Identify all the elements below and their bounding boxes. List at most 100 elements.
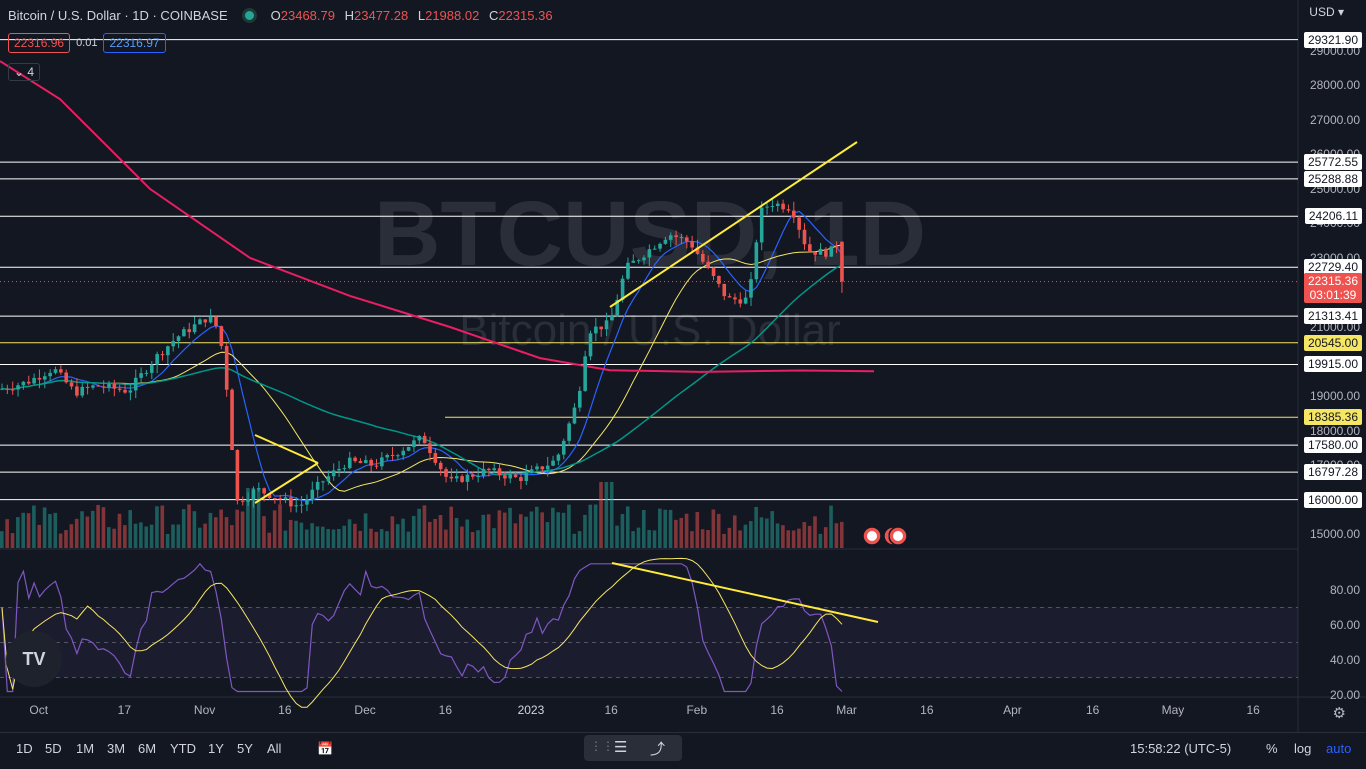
currency-selector[interactable]: USD ▾ xyxy=(1309,5,1344,19)
volume-bar xyxy=(37,524,42,548)
timeframe-1m-button[interactable]: 1M xyxy=(76,741,95,756)
volume-bar xyxy=(465,519,470,548)
candle-body xyxy=(668,235,673,240)
timeframe-all-button[interactable]: All xyxy=(267,741,282,756)
volume-bar xyxy=(197,527,202,548)
candle-body xyxy=(262,488,266,494)
candle-body xyxy=(390,454,395,456)
volume-bar xyxy=(551,507,555,548)
time-tick-label: Feb xyxy=(686,703,708,717)
volume-bar xyxy=(460,526,464,548)
level-price-tag: 24206.11 xyxy=(1304,208,1362,225)
volume-bar xyxy=(642,510,646,548)
volume-bar xyxy=(535,506,539,548)
timeframe-3m-button[interactable]: 3M xyxy=(107,741,126,756)
candle-body xyxy=(717,276,721,284)
volume-bar xyxy=(593,504,598,548)
volume-bar xyxy=(112,528,116,548)
candle-body xyxy=(380,457,384,467)
volume-bar xyxy=(572,533,577,548)
volume-bar xyxy=(299,522,304,548)
line-tools-icon[interactable]: ⤴ xyxy=(650,741,666,758)
indicators-toggle[interactable]: ⌄ 4 xyxy=(8,63,41,81)
candle-body xyxy=(465,474,470,482)
candle-body xyxy=(433,453,438,463)
trendlines xyxy=(254,141,858,504)
bars-icon[interactable]: ☰ xyxy=(614,739,628,756)
candle-body xyxy=(540,466,545,470)
candle-body xyxy=(412,440,416,448)
candle-body xyxy=(176,336,181,341)
volume-bar xyxy=(128,510,132,548)
level-price-tag: 25288.88 xyxy=(1303,170,1362,187)
candle-body xyxy=(321,481,325,483)
date-range-icon[interactable]: 📅 xyxy=(317,741,334,756)
volume-bar xyxy=(203,523,207,548)
auto-scale-button[interactable]: auto xyxy=(1326,741,1352,756)
timeframe-1d-button[interactable]: 1D xyxy=(16,741,33,756)
timeframe-5y-button[interactable]: 5Y xyxy=(237,741,253,756)
volume-bars xyxy=(0,482,844,548)
time-tick-label: 17 xyxy=(117,703,132,717)
market-status-icon[interactable] xyxy=(241,8,257,23)
trendline xyxy=(254,434,319,464)
candle-body xyxy=(738,299,743,304)
sell-button[interactable]: 22316.96 xyxy=(8,33,71,53)
volume-bar xyxy=(64,530,68,548)
log-scale-button[interactable]: log xyxy=(1294,741,1312,756)
volume-bar xyxy=(561,512,566,548)
candle-body xyxy=(460,476,464,482)
price-tick-label: 15000.00 xyxy=(1309,527,1360,542)
volume-bar xyxy=(615,525,619,548)
candle-body xyxy=(48,372,52,377)
volume-bar xyxy=(101,507,106,548)
timeframe-ytd-button[interactable]: YTD xyxy=(170,741,196,756)
candle-body xyxy=(545,465,550,470)
percent-scale-button[interactable]: % xyxy=(1266,741,1278,756)
settings-gear-icon[interactable]: ⚙ xyxy=(1332,705,1346,722)
volume-bar xyxy=(486,514,491,548)
volume-bar xyxy=(69,524,74,548)
timeframe-1y-button[interactable]: 1Y xyxy=(208,741,224,756)
timeframe-6m-button[interactable]: 6M xyxy=(138,741,157,756)
candle-body xyxy=(353,457,357,462)
volume-bar xyxy=(775,523,780,548)
volume-bar xyxy=(716,513,721,548)
candle-body xyxy=(283,497,288,500)
level-price-tag: 25772.55 xyxy=(1303,154,1362,171)
rsi-pane xyxy=(0,557,1298,708)
chart-type-buttons[interactable]: ⋮⋮ ☰ ⤴ xyxy=(584,735,682,761)
rsi-tick-label: 20.00 xyxy=(1329,688,1360,702)
volume-bar xyxy=(759,517,764,548)
timeframe-5d-button[interactable]: 5D xyxy=(45,741,62,756)
candle-body xyxy=(112,383,117,389)
candle-body xyxy=(16,385,20,390)
candle-body xyxy=(636,260,641,262)
tradingview-logo[interactable]: TV xyxy=(6,631,62,687)
ohlc-readout: O23468.79 H23477.28 L21988.02 C22315.36 xyxy=(270,8,553,23)
volume-bar xyxy=(411,515,416,548)
buy-button[interactable]: 22316.97 xyxy=(103,33,166,53)
volume-bar xyxy=(224,517,229,548)
clock[interactable]: 15:58:22 (UTC-5) xyxy=(1130,741,1232,756)
volume-bar xyxy=(187,504,191,548)
volume-bar xyxy=(492,528,496,548)
candle-body xyxy=(59,369,63,373)
level-price-tag: 21313.41 xyxy=(1303,308,1362,325)
volume-bar xyxy=(438,515,443,548)
volume-bar xyxy=(53,512,58,548)
candle-body xyxy=(69,382,74,387)
candle-body xyxy=(840,241,844,282)
level-price-tag: 18385.36 xyxy=(1303,409,1362,426)
candle-body xyxy=(749,279,753,298)
last-price-tag: 22315.36 03:01:39 xyxy=(1303,272,1362,303)
volume-bar xyxy=(326,529,330,548)
volume-bar xyxy=(786,530,791,548)
symbol-title[interactable]: Bitcoin / U.S. Dollar · 1D · COINBASE xyxy=(8,8,228,23)
drag-handle-icon[interactable]: ⋮⋮ xyxy=(590,739,614,753)
volume-bar xyxy=(454,518,459,548)
volume-bar xyxy=(781,525,785,548)
candle-body xyxy=(315,481,320,490)
candle-body xyxy=(422,435,427,444)
